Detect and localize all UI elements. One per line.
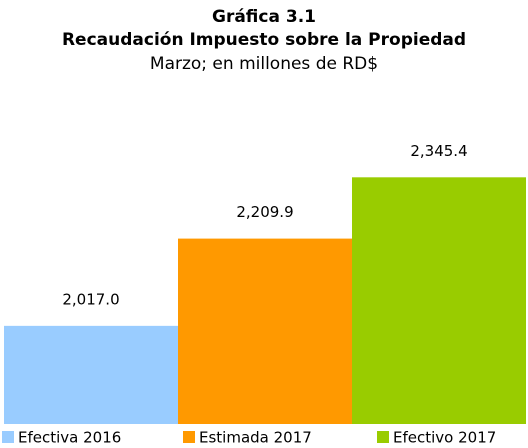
legend-swatch — [2, 431, 14, 443]
bar — [4, 325, 178, 424]
legend-label: Efectiva 2016 — [18, 429, 121, 447]
legend-label: Estimada 2017 — [199, 429, 312, 447]
value-label: 2,345.4 — [410, 142, 467, 160]
chart-subtitle: Recaudación Impuesto sobre la Propiedad — [62, 30, 466, 50]
legend-swatch — [377, 431, 389, 443]
bar — [352, 177, 526, 424]
legend-swatch — [183, 431, 195, 443]
bar — [178, 238, 352, 424]
chart-title: Gráfica 3.1 — [212, 7, 316, 27]
legend-label: Efectivo 2017 — [393, 429, 496, 447]
chart-note: Marzo; en millones de RD$ — [150, 54, 378, 74]
value-label: 2,017.0 — [62, 290, 119, 308]
value-label: 2,209.9 — [236, 203, 293, 221]
